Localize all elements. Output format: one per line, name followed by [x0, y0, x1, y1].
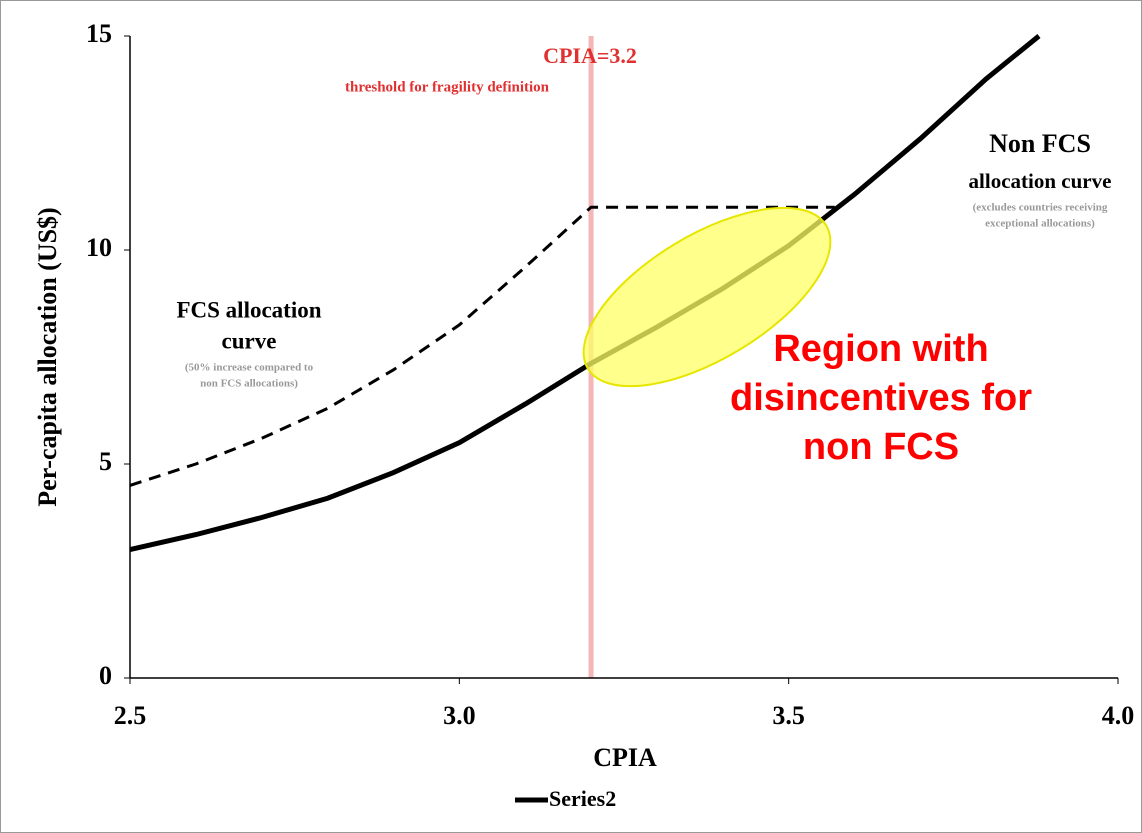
y-tick-label: 5	[99, 447, 112, 476]
annotation: FCS allocation	[176, 297, 321, 322]
y-tick-label: 15	[86, 19, 112, 48]
annotation: allocation curve	[969, 169, 1112, 193]
annotation: Region with	[773, 328, 988, 370]
x-tick-label: 3.5	[772, 701, 805, 730]
annotation: curve	[222, 328, 277, 353]
legend-label: Series2	[549, 786, 616, 811]
x-tick-label: 3.0	[443, 701, 476, 730]
annotation: disincentives for	[730, 377, 1032, 419]
annotation: threshold for fragility definition	[345, 79, 550, 95]
x-tick-label: 2.5	[114, 701, 147, 730]
y-tick-label: 10	[86, 233, 112, 262]
highlight-ellipse	[582, 206, 832, 388]
annotation: Non FCS	[989, 129, 1091, 158]
annotation: exceptional allocations)	[985, 218, 1095, 230]
annotation: CPIA=3.2	[543, 43, 637, 68]
y-tick-label: 0	[99, 661, 112, 690]
annotation: non FCS allocations)	[200, 378, 298, 390]
x-axis-label: CPIA	[593, 743, 657, 772]
dashed-line	[129, 205, 835, 487]
y-axis-label: Per-capita allocation (US$)	[33, 207, 62, 506]
annotation: (excludes countries receiving	[973, 202, 1108, 214]
annotation: non FCS	[803, 426, 959, 468]
x-tick-label: 4.0	[1102, 701, 1135, 730]
annotation: (50% increase compared to	[185, 362, 314, 374]
